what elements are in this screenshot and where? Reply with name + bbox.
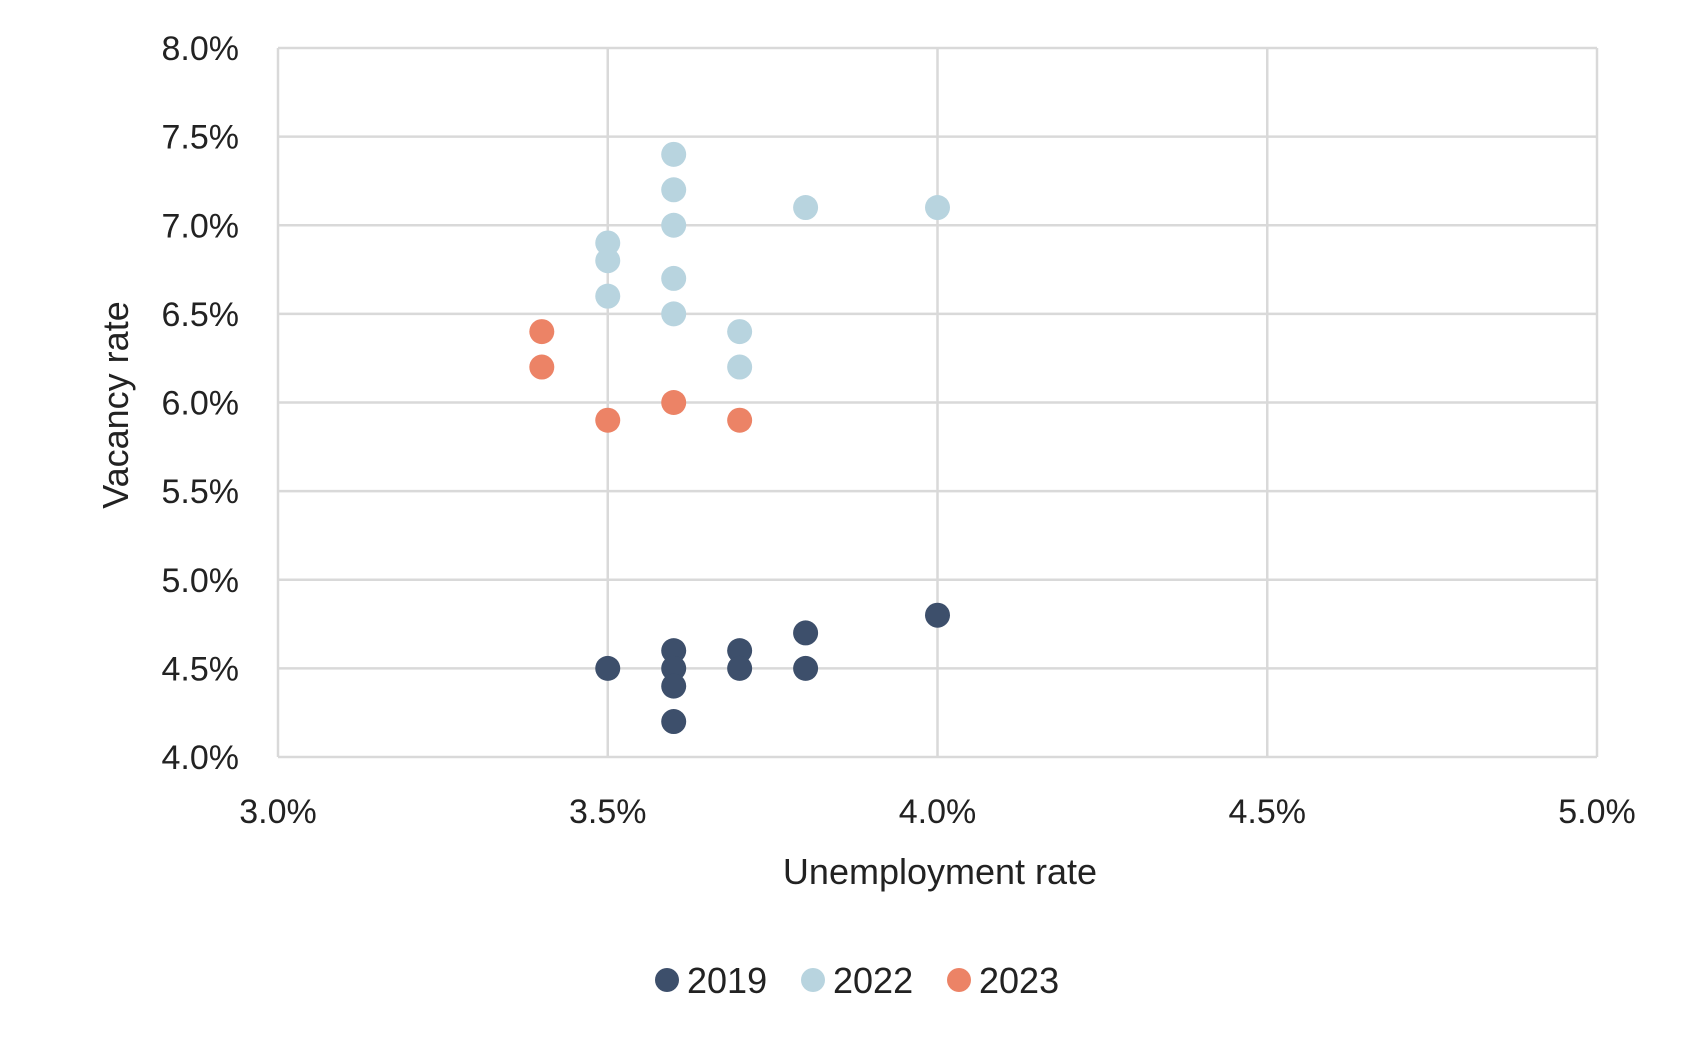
data-point: [727, 354, 753, 380]
x-tick-label: 5.0%: [1558, 793, 1636, 831]
data-points: [529, 141, 950, 735]
x-tick-label: 4.5%: [1229, 793, 1307, 831]
legend-item-2019: 2019: [655, 960, 767, 1001]
data-point: [595, 248, 621, 274]
y-tick-label: 5.5%: [162, 473, 240, 511]
data-point: [793, 620, 819, 646]
legend-label: 2019: [687, 960, 767, 1001]
legend-item-2023: 2023: [947, 960, 1059, 1001]
data-point: [727, 319, 753, 345]
x-tick-label: 3.5%: [569, 793, 647, 831]
legend-marker: [801, 968, 825, 992]
data-point: [595, 407, 621, 433]
legend: 2019 2022 2023: [655, 960, 1059, 1001]
data-point: [661, 301, 687, 327]
y-tick-label: 6.0%: [162, 385, 240, 423]
legend-marker: [655, 968, 679, 992]
y-axis-tick-labels: 4.0% 4.5% 5.0% 5.5% 6.0% 6.5% 7.0% 7.5% 8.0%: [162, 30, 240, 777]
y-tick-label: 8.0%: [162, 30, 240, 68]
data-point: [661, 655, 687, 681]
data-point: [529, 319, 555, 345]
y-tick-label: 7.5%: [162, 119, 240, 157]
y-tick-label: 5.0%: [162, 562, 240, 600]
grid-lines: [276, 46, 1599, 759]
legend-item-2022: 2022: [801, 960, 913, 1001]
data-point: [727, 655, 753, 681]
series-2022: [595, 141, 950, 380]
data-point: [661, 673, 687, 699]
data-point: [529, 354, 555, 380]
series-2023: [529, 319, 753, 433]
data-point: [727, 407, 753, 433]
data-point: [727, 638, 753, 664]
data-point: [661, 638, 687, 664]
data-point: [793, 655, 819, 681]
data-point: [925, 602, 950, 628]
data-point: [661, 141, 687, 167]
legend-label: 2023: [979, 960, 1059, 1001]
y-tick-label: 4.5%: [162, 650, 240, 688]
data-point: [595, 230, 621, 256]
data-point: [793, 195, 819, 221]
data-point: [595, 655, 621, 681]
y-tick-label: 6.5%: [162, 296, 240, 334]
data-point: [661, 390, 687, 415]
y-axis-title: Vacancy rate: [95, 301, 136, 508]
data-point: [661, 265, 687, 291]
data-point: [661, 212, 687, 238]
x-tick-label: 4.0%: [899, 793, 977, 831]
data-point: [595, 283, 621, 309]
x-axis-title: Unemployment rate: [783, 851, 1097, 892]
data-point: [925, 195, 950, 221]
x-tick-label: 3.0%: [239, 793, 317, 831]
data-point: [661, 709, 687, 735]
y-tick-label: 4.0%: [162, 739, 240, 777]
legend-marker: [947, 968, 971, 992]
data-point: [661, 177, 687, 203]
series-2019: [595, 602, 950, 735]
y-tick-label: 7.0%: [162, 207, 240, 245]
x-axis-tick-labels: 3.0% 3.5% 4.0% 4.5% 5.0%: [239, 793, 1636, 831]
legend-label: 2022: [833, 960, 913, 1001]
